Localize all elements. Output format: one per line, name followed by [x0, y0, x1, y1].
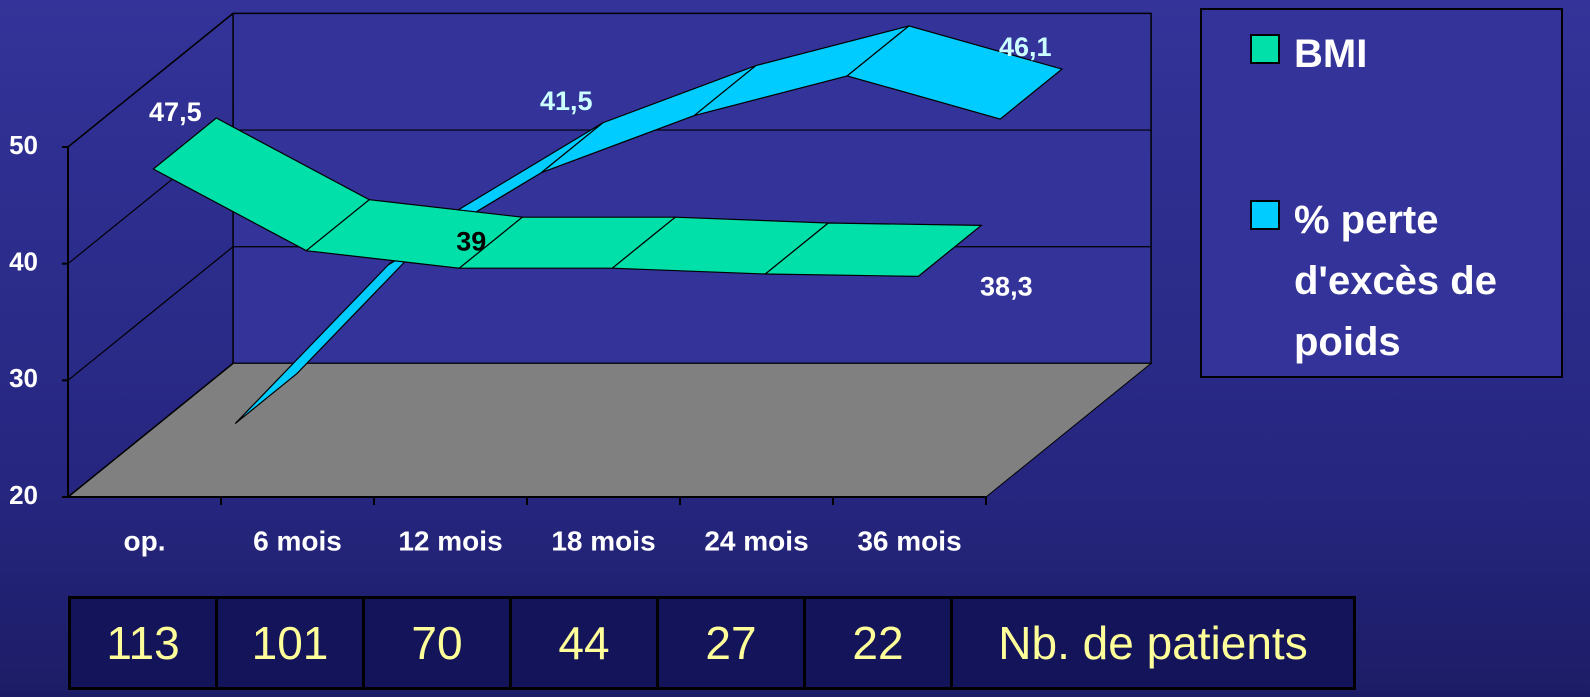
data-label: 46,1 [999, 32, 1052, 62]
x-tick-label: 12 mois [398, 525, 502, 556]
chart: 20 30 40 50 op. 6 mois 12 mois 18 mois 24 mois 36… [9, 12, 1153, 556]
patients-count: 44 [509, 596, 659, 690]
side-edge [67, 12, 234, 148]
x-tick-label: op. [124, 525, 166, 556]
legend-swatch [1250, 34, 1280, 64]
side-edge [67, 362, 234, 498]
legend-swatch [1250, 200, 1280, 230]
x-tick-label: 24 mois [704, 525, 808, 556]
patients-label: Nb. de patients [950, 596, 1356, 690]
patients-row: 113 101 70 44 27 22 Nb. de patients [68, 596, 1356, 690]
legend-label: BMI [1294, 32, 1368, 76]
y-tick-label: 30 [9, 363, 38, 393]
data-label: 47,5 [149, 97, 202, 127]
x-tick-label: 36 mois [857, 525, 961, 556]
legend-item: BMI [1250, 24, 1554, 85]
x-tick-label: 18 mois [551, 525, 655, 556]
y-tick-label: 50 [9, 130, 38, 160]
patients-table: 113 101 70 44 27 22 Nb. de patients [68, 596, 1356, 690]
legend: BMI % perte d'excès de poids [1200, 8, 1563, 378]
patients-count: 70 [362, 596, 512, 690]
ribbon-segment [845, 25, 1064, 120]
data-label: 38,3 [980, 271, 1033, 301]
patients-count: 101 [215, 596, 365, 690]
data-label: 39 [456, 226, 486, 256]
legend-item: % perte d'excès de poids [1250, 190, 1554, 373]
patients-count: 22 [803, 596, 953, 690]
grid-line [67, 246, 234, 381]
ribbon-segment [763, 222, 983, 277]
patients-count: 113 [68, 596, 218, 690]
y-tick-label: 20 [9, 480, 38, 510]
data-label: 41,5 [540, 86, 593, 116]
x-tick-label: 6 mois [253, 525, 342, 556]
legend-label: % perte d'excès de poids [1294, 198, 1497, 364]
floor [66, 362, 1153, 498]
patients-count: 27 [656, 596, 806, 690]
y-tick-label: 40 [9, 247, 38, 277]
